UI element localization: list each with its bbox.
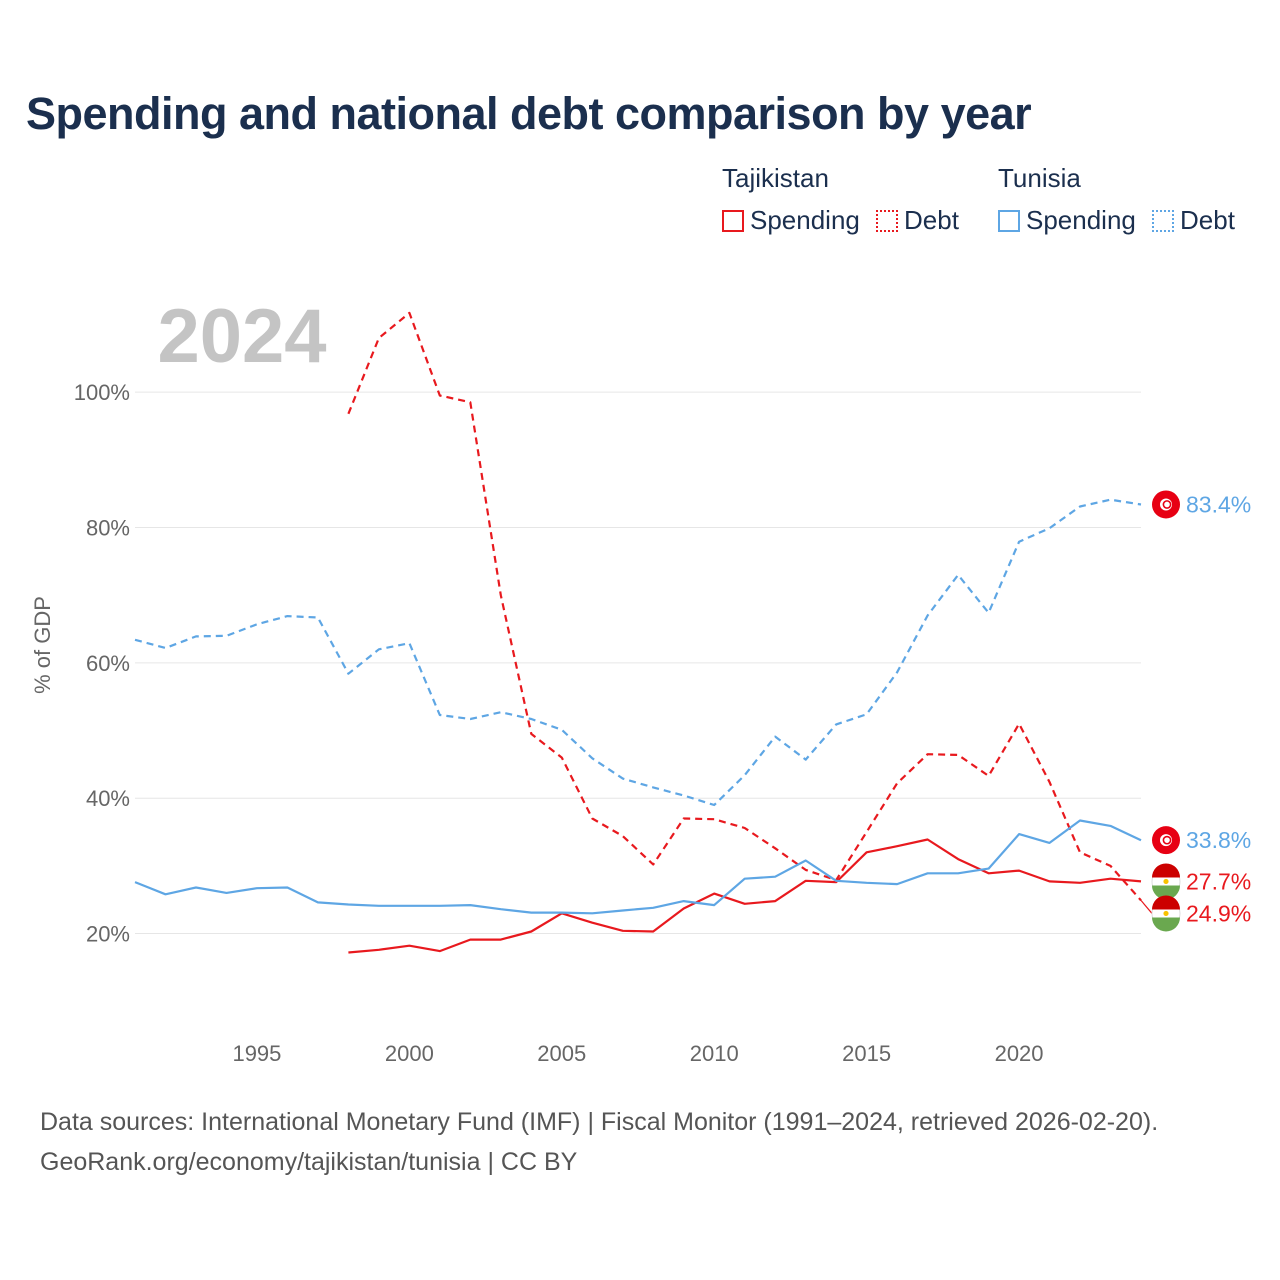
legend-swatch-dotted bbox=[876, 209, 898, 232]
legend-country-label: Tunisia bbox=[998, 163, 1081, 193]
x-tick-label: 1995 bbox=[232, 1041, 281, 1066]
y-tick-label: 60% bbox=[86, 651, 130, 676]
x-tick-label: 2000 bbox=[385, 1041, 434, 1066]
tajikistan-debt-line bbox=[347, 311, 1142, 902]
tajikistan-spending-end-label: 27.7% bbox=[1186, 868, 1251, 894]
y-tick-label: 20% bbox=[86, 922, 130, 947]
legend-country-label: Tajikistan bbox=[722, 163, 829, 193]
tunisia-debt-line bbox=[134, 498, 1142, 807]
legend-item-tajikistan-debt[interactable]: Debt bbox=[876, 205, 959, 236]
tunisia-debt-end-label: 83.4% bbox=[1186, 491, 1251, 517]
page-title: Spending and national debt comparison by… bbox=[26, 88, 1032, 139]
year-watermark: 2024 bbox=[157, 294, 326, 379]
y-axis-title: % of GDP bbox=[30, 596, 55, 694]
legend-item-tajikistan-spending[interactable]: Spending bbox=[722, 205, 860, 236]
tajikistan-debt-end-label: 24.9% bbox=[1186, 900, 1251, 926]
tunisia-flag-crescent bbox=[1162, 500, 1172, 509]
legend-swatch-solid bbox=[722, 209, 744, 232]
tajikistan-flag-crown bbox=[1163, 910, 1169, 917]
legend-item-label: Spending bbox=[1026, 205, 1136, 235]
x-tick-label: 2020 bbox=[995, 1041, 1044, 1066]
tajikistan-flag-red-band bbox=[1152, 895, 1181, 910]
legend-item-tunisia-debt[interactable]: Debt bbox=[1152, 205, 1235, 236]
tajikistan-flag-crown bbox=[1163, 878, 1169, 885]
x-tick-label: 2015 bbox=[842, 1041, 891, 1066]
footer-source: Data sources: International Monetary Fun… bbox=[40, 1108, 1159, 1136]
legend-swatch-solid bbox=[998, 209, 1020, 232]
legend-swatch-dotted bbox=[1152, 209, 1174, 232]
legend-item-label: Spending bbox=[750, 205, 860, 235]
legend-item-label: Debt bbox=[904, 205, 959, 235]
tunisia-flag-crescent bbox=[1162, 835, 1172, 845]
tajikistan-flag-green-band bbox=[1152, 885, 1181, 900]
legend-group-tajikistan: Tajikistan Spending Debt bbox=[722, 163, 982, 243]
tajikistan-flag-green-band bbox=[1152, 917, 1181, 932]
y-tick-label: 40% bbox=[86, 786, 130, 811]
y-tick-label: 80% bbox=[86, 515, 130, 540]
legend-item-label: Debt bbox=[1180, 205, 1235, 235]
tajikistan-flag-red-band bbox=[1152, 863, 1181, 878]
tunisia-spending-line bbox=[134, 819, 1142, 915]
tunisia-spending-end-label: 33.8% bbox=[1186, 827, 1251, 853]
tajikistan-spending-line bbox=[348, 838, 1142, 954]
legend-item-tunisia-spending[interactable]: Spending bbox=[998, 205, 1136, 236]
tajikistan-debt-label-leader bbox=[1140, 900, 1153, 914]
x-tick-label: 2010 bbox=[690, 1041, 739, 1066]
x-tick-label: 2005 bbox=[537, 1041, 586, 1066]
footer-credit: GeoRank.org/economy/tajikistan/tunisia |… bbox=[40, 1148, 578, 1176]
y-tick-label: 100% bbox=[74, 380, 130, 405]
legend-group-tunisia: Tunisia Spending Debt bbox=[998, 163, 1258, 243]
